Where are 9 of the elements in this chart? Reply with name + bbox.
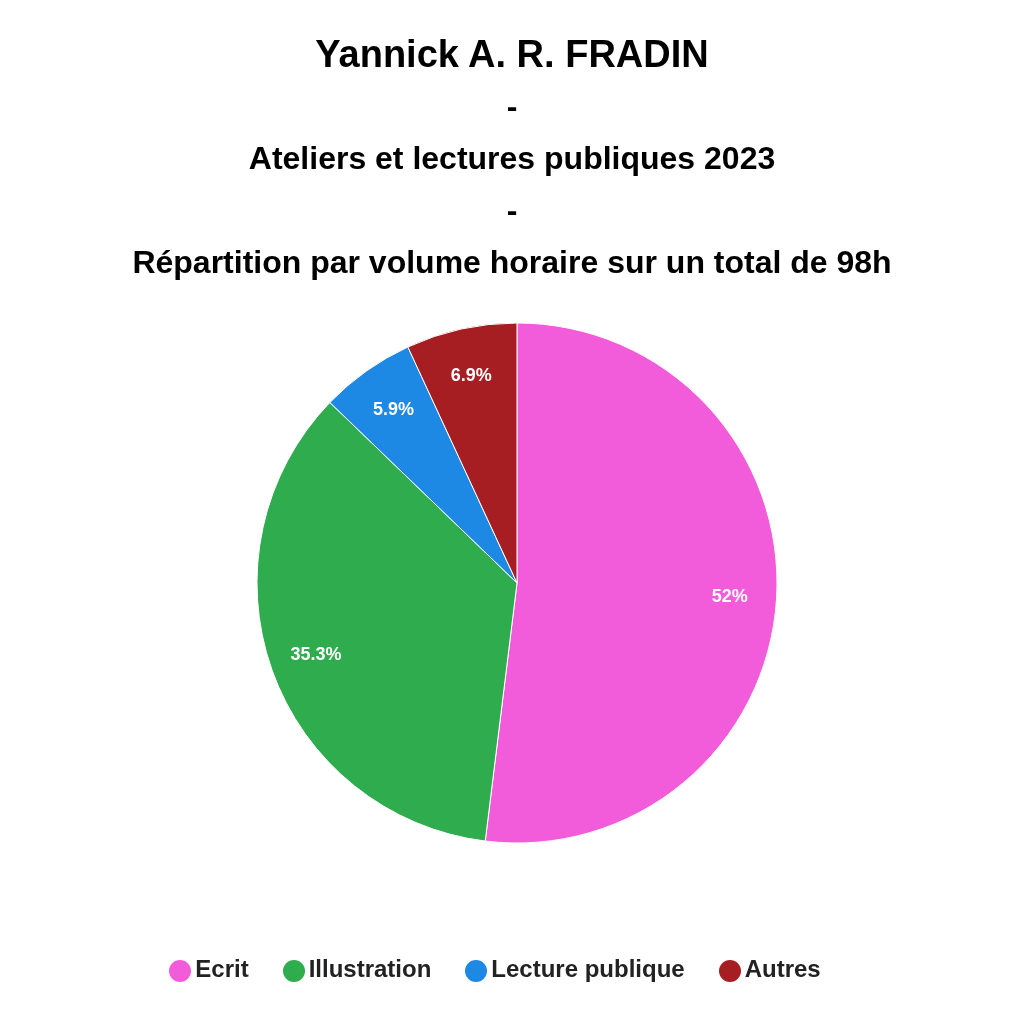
legend-label: Illustration (308, 955, 432, 982)
data-label: 35.3% (290, 644, 342, 665)
legend-label: Lecture publique (491, 955, 685, 982)
legend-label: Autres (744, 955, 821, 982)
legend-label: Ecrit (195, 955, 249, 982)
data-label: 52% (711, 586, 748, 607)
data-label: 5.9% (372, 399, 414, 420)
data-label: 6.9% (450, 364, 492, 385)
chart-title: Yannick A. R. FRADIN - Ateliers et lectures publiques 2023 - Répartition par volume horaire sur un total de 98h (131, 32, 893, 282)
